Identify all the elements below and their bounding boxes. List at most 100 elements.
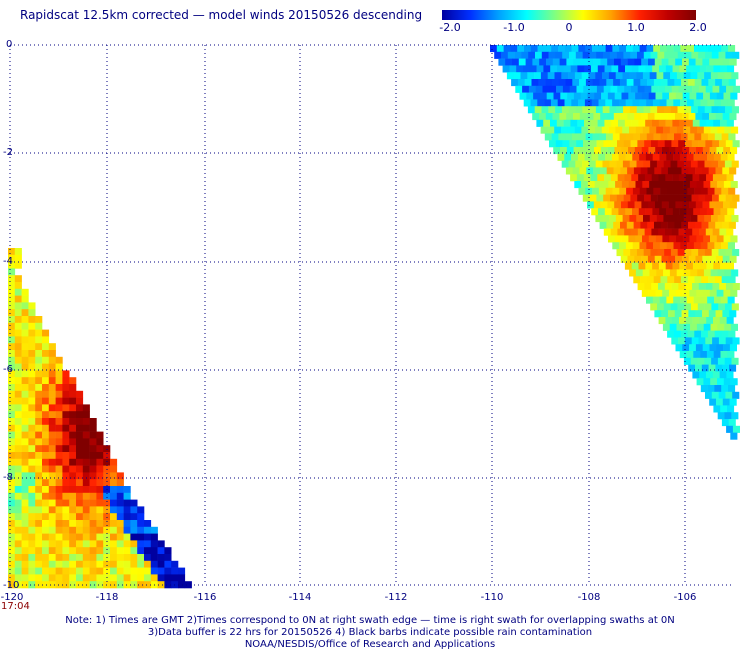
wind-cell [21, 547, 29, 555]
wind-cell [708, 276, 716, 284]
wind-cell [573, 113, 581, 121]
wind-cell [689, 235, 697, 243]
wind-cell [48, 397, 56, 405]
wind-cell [661, 201, 669, 209]
wind-cell [28, 329, 36, 337]
wind-cell [663, 126, 671, 134]
wind-cell [650, 51, 658, 59]
wind-cell [82, 492, 90, 500]
wind-cell [144, 581, 152, 589]
wind-cell [82, 574, 90, 582]
wind-cell [641, 255, 649, 263]
wind-cell [623, 51, 631, 59]
wind-cell [619, 79, 627, 87]
wind-cell [89, 520, 97, 528]
wind-cell [28, 411, 36, 419]
wind-cell [76, 390, 84, 398]
wind-cell [673, 99, 681, 107]
wind-cell [62, 465, 70, 473]
wind-cell [621, 92, 629, 100]
wind-cell [42, 363, 50, 371]
wind-cell [103, 445, 111, 453]
wind-cell [690, 215, 698, 223]
wind-cell [550, 119, 558, 127]
wind-cell [688, 255, 696, 263]
wind-cell [609, 215, 617, 223]
wind-cell [675, 289, 683, 297]
wind-cell [48, 547, 56, 555]
wind-cell [653, 79, 661, 87]
wind-cell [728, 221, 736, 229]
wind-cell [516, 65, 524, 73]
wind-cell [702, 344, 710, 352]
wind-cell [555, 140, 563, 148]
wind-cell [668, 201, 676, 209]
wind-cell [21, 288, 29, 296]
wind-cell [21, 526, 29, 534]
wind-cell [645, 119, 653, 127]
wind-cell [701, 167, 709, 175]
wind-cell [62, 452, 70, 460]
wind-cell [157, 581, 165, 589]
wind-cell [14, 302, 22, 310]
wind-cell [48, 581, 56, 589]
wind-cell [686, 296, 694, 304]
wind-cell [598, 45, 606, 53]
wind-cell [632, 45, 640, 53]
wind-cell [28, 540, 36, 548]
wind-cell [629, 126, 637, 134]
wind-cell [703, 269, 711, 277]
wind-cell [679, 262, 687, 270]
wind-cell [76, 526, 84, 534]
wind-cell [668, 255, 676, 263]
wind-cell [21, 343, 29, 351]
wind-cell [116, 547, 124, 555]
wind-cell [82, 567, 90, 575]
wind-cell [715, 79, 723, 87]
wind-cell [601, 181, 609, 189]
wind-cell [532, 113, 540, 121]
wind-cell [653, 276, 661, 284]
wind-cell [709, 398, 717, 406]
wind-cell [144, 567, 152, 575]
wind-cell [89, 424, 97, 432]
wind-cell [48, 350, 56, 358]
wind-cell [610, 194, 618, 202]
wind-cell [42, 506, 50, 514]
wind-cell [8, 363, 16, 371]
wind-cell [666, 187, 674, 195]
wind-cell [714, 330, 722, 338]
wind-cell [717, 378, 725, 386]
wind-cell [716, 398, 724, 406]
wind-cell [76, 499, 84, 507]
wind-cell [14, 377, 22, 385]
wind-cell [721, 276, 729, 284]
wind-cell [178, 567, 186, 575]
wind-cell [8, 452, 16, 460]
wind-cell [599, 167, 607, 175]
wind-cell [651, 174, 659, 182]
wind-cell [82, 431, 90, 439]
wind-cell [498, 58, 506, 66]
wind-cell [96, 526, 104, 534]
wind-cell [96, 506, 104, 514]
wind-cell [21, 322, 29, 330]
wind-cell [28, 390, 36, 398]
wind-cell [670, 215, 678, 223]
wind-cell [711, 51, 719, 59]
wind-cell [130, 554, 138, 562]
wind-cell [691, 51, 699, 59]
wind-cell [28, 404, 36, 412]
wind-cell [688, 113, 696, 121]
wind-cell [665, 65, 673, 73]
wind-cell [676, 269, 684, 277]
wind-cell [620, 221, 628, 229]
wind-cell [696, 289, 704, 297]
wind-cell [619, 187, 627, 195]
wind-cell [656, 126, 664, 134]
wind-cell [718, 106, 726, 114]
wind-cell [28, 547, 36, 555]
wind-cell [699, 119, 707, 127]
wind-cell [703, 378, 711, 386]
wind-cell [82, 445, 90, 453]
